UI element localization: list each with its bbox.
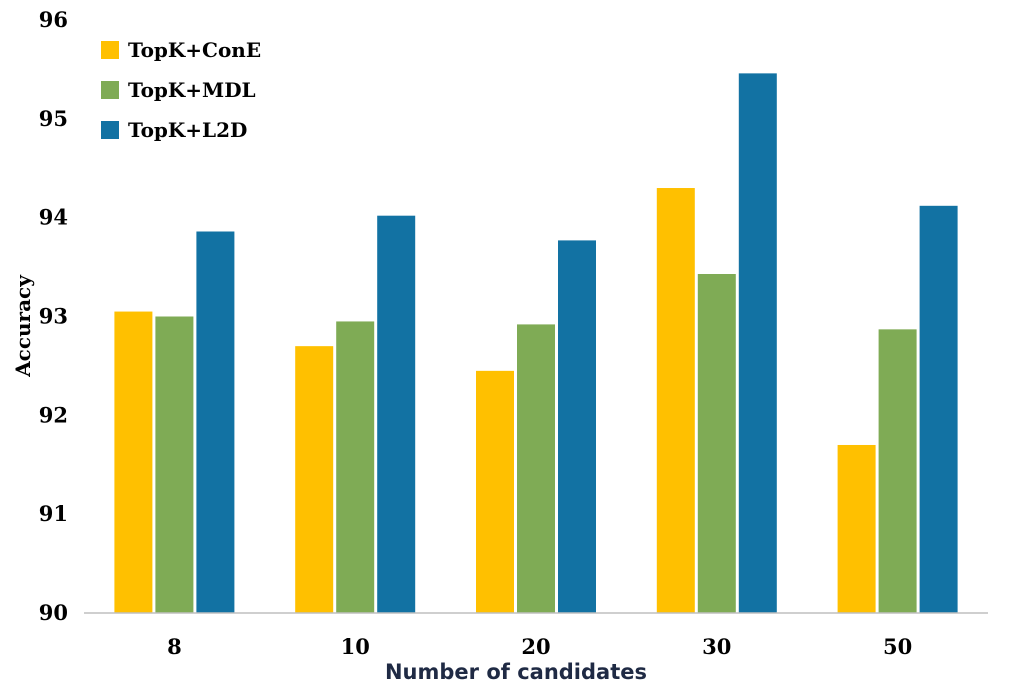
x-axis-title: Number of candidates — [385, 660, 647, 684]
bar-topk-mdl-8 — [155, 316, 194, 613]
y-tick-label: 94 — [39, 205, 68, 230]
legend-swatch — [101, 121, 119, 139]
bar-topk-mdl-10 — [336, 321, 375, 613]
legend: TopK+ConE TopK+MDL TopK+L2D — [101, 38, 261, 142]
y-tick-label: 92 — [39, 402, 68, 427]
y-axis-title: Accuracy — [11, 274, 35, 378]
legend-label: TopK+L2D — [128, 118, 247, 142]
y-tick-label: 93 — [39, 304, 68, 329]
legend-label: TopK+ConE — [128, 38, 261, 62]
y-tick-label: 91 — [39, 501, 68, 526]
x-tick-label: 50 — [883, 634, 912, 659]
bar-topk-cone-50 — [837, 444, 876, 613]
bar-topk-mdl-50 — [878, 329, 917, 613]
bar-topk-cone-8 — [114, 311, 153, 613]
x-tick-label: 8 — [167, 634, 182, 659]
x-tick-label: 30 — [702, 634, 731, 659]
bar-topk-l2d-8 — [196, 231, 235, 613]
bar-topk-cone-30 — [656, 188, 695, 613]
x-axis-ticks: 8 10 20 30 50 — [167, 634, 912, 659]
y-tick-label: 95 — [39, 106, 68, 131]
x-tick-label: 10 — [341, 634, 370, 659]
y-axis-ticks: 90 91 92 93 94 95 96 — [39, 7, 68, 625]
y-tick-label: 90 — [39, 600, 68, 625]
bar-topk-cone-10 — [295, 346, 334, 613]
bar-topk-l2d-50 — [919, 205, 958, 613]
bar-topk-l2d-20 — [558, 240, 596, 614]
bars — [114, 73, 958, 614]
x-tick-label: 20 — [521, 634, 550, 659]
bar-topk-l2d-30 — [738, 73, 777, 614]
y-tick-label: 96 — [39, 7, 68, 32]
legend-label: TopK+MDL — [128, 78, 256, 102]
bar-topk-mdl-20 — [517, 324, 555, 613]
bar-topk-cone-20 — [476, 370, 514, 613]
legend-swatch — [101, 41, 119, 59]
bar-topk-mdl-30 — [697, 274, 736, 613]
legend-swatch — [101, 81, 119, 99]
bar-topk-l2d-10 — [377, 215, 416, 613]
